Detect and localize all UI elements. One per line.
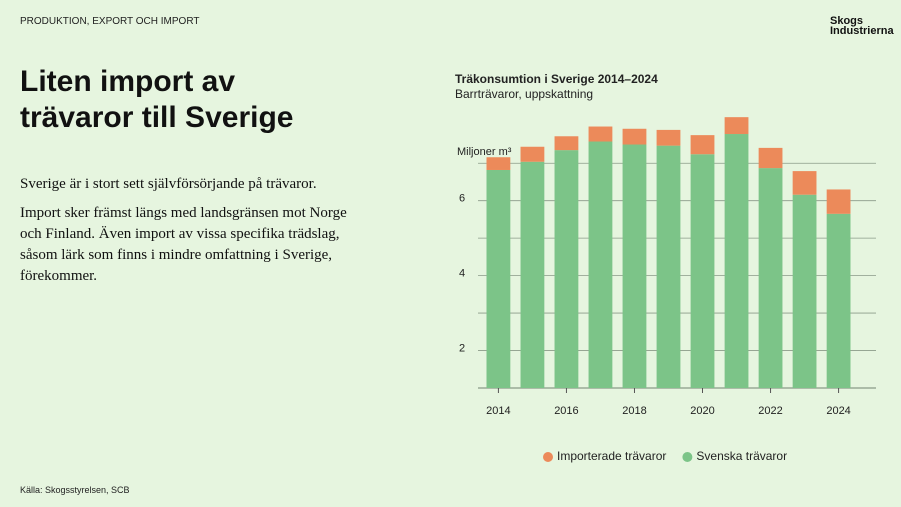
x-tick-label: 2024: [826, 405, 850, 417]
title-line: trävaror till Sverige: [20, 101, 294, 134]
bar-segment: [554, 136, 579, 151]
bar-segment: [486, 157, 511, 170]
bar-segment: [792, 194, 817, 388]
logo: Skogs Industrierna: [830, 15, 894, 37]
bar-segment: [792, 171, 817, 195]
paragraph: Import sker främst längs med landsgränse…: [20, 205, 347, 284]
title-line: Liten import av: [20, 65, 236, 98]
bar-segment: [724, 117, 749, 135]
x-tick-label: 2022: [758, 405, 782, 417]
y-axis-label: Miljoner m³: [457, 146, 512, 158]
body-text: Sverige är i stort sett självförsörjande…: [20, 174, 370, 295]
bar-segment: [622, 128, 647, 145]
section-label: PRODUKTION, EXPORT OCH IMPORT: [20, 16, 200, 27]
bar-segment: [622, 144, 647, 388]
source: Källa: Skogsstyrelsen, SCB: [20, 485, 130, 495]
legend-label: Importerade trävaror: [557, 449, 666, 463]
logo-text: Skogs: [830, 15, 864, 27]
bar-segment: [656, 145, 681, 388]
x-tick-label: 2020: [690, 405, 714, 417]
y-tick-label: 6: [459, 193, 465, 205]
bar-segment: [690, 154, 715, 388]
paragraph: Sverige är i stort sett självförsörjande…: [20, 176, 317, 192]
bar-segment: [826, 213, 851, 388]
legend-swatch: [543, 452, 553, 462]
bar-segment: [588, 141, 613, 388]
bar-segment: [486, 169, 511, 388]
bar-segment: [554, 150, 579, 388]
slide-title: Liten import av trävaror till Sverige: [20, 64, 293, 136]
bar-segment: [656, 129, 681, 146]
bar-segment: [520, 146, 545, 162]
logo-text: Industrierna: [830, 25, 894, 37]
bar-segment: [758, 168, 783, 388]
bar-segment: [690, 135, 715, 155]
x-tick-label: 2018: [622, 405, 646, 417]
chart-subtitle: Barrträvaror, uppskattning: [455, 87, 593, 101]
bar-segment: [758, 147, 783, 169]
y-tick-label: 2: [459, 342, 465, 354]
y-tick-label: 4: [459, 268, 465, 280]
bar-segment: [520, 161, 545, 388]
legend-label: Svenska trävaror: [696, 449, 787, 463]
x-tick-label: 2014: [486, 405, 510, 417]
legend-swatch: [682, 452, 693, 462]
bar-segment: [588, 126, 613, 142]
chart-title: Träkonsumtion i Sverige 2014–2024: [455, 72, 658, 86]
bar-segment: [826, 189, 851, 214]
x-tick-label: 2016: [554, 405, 578, 417]
bar-segment: [724, 134, 749, 388]
